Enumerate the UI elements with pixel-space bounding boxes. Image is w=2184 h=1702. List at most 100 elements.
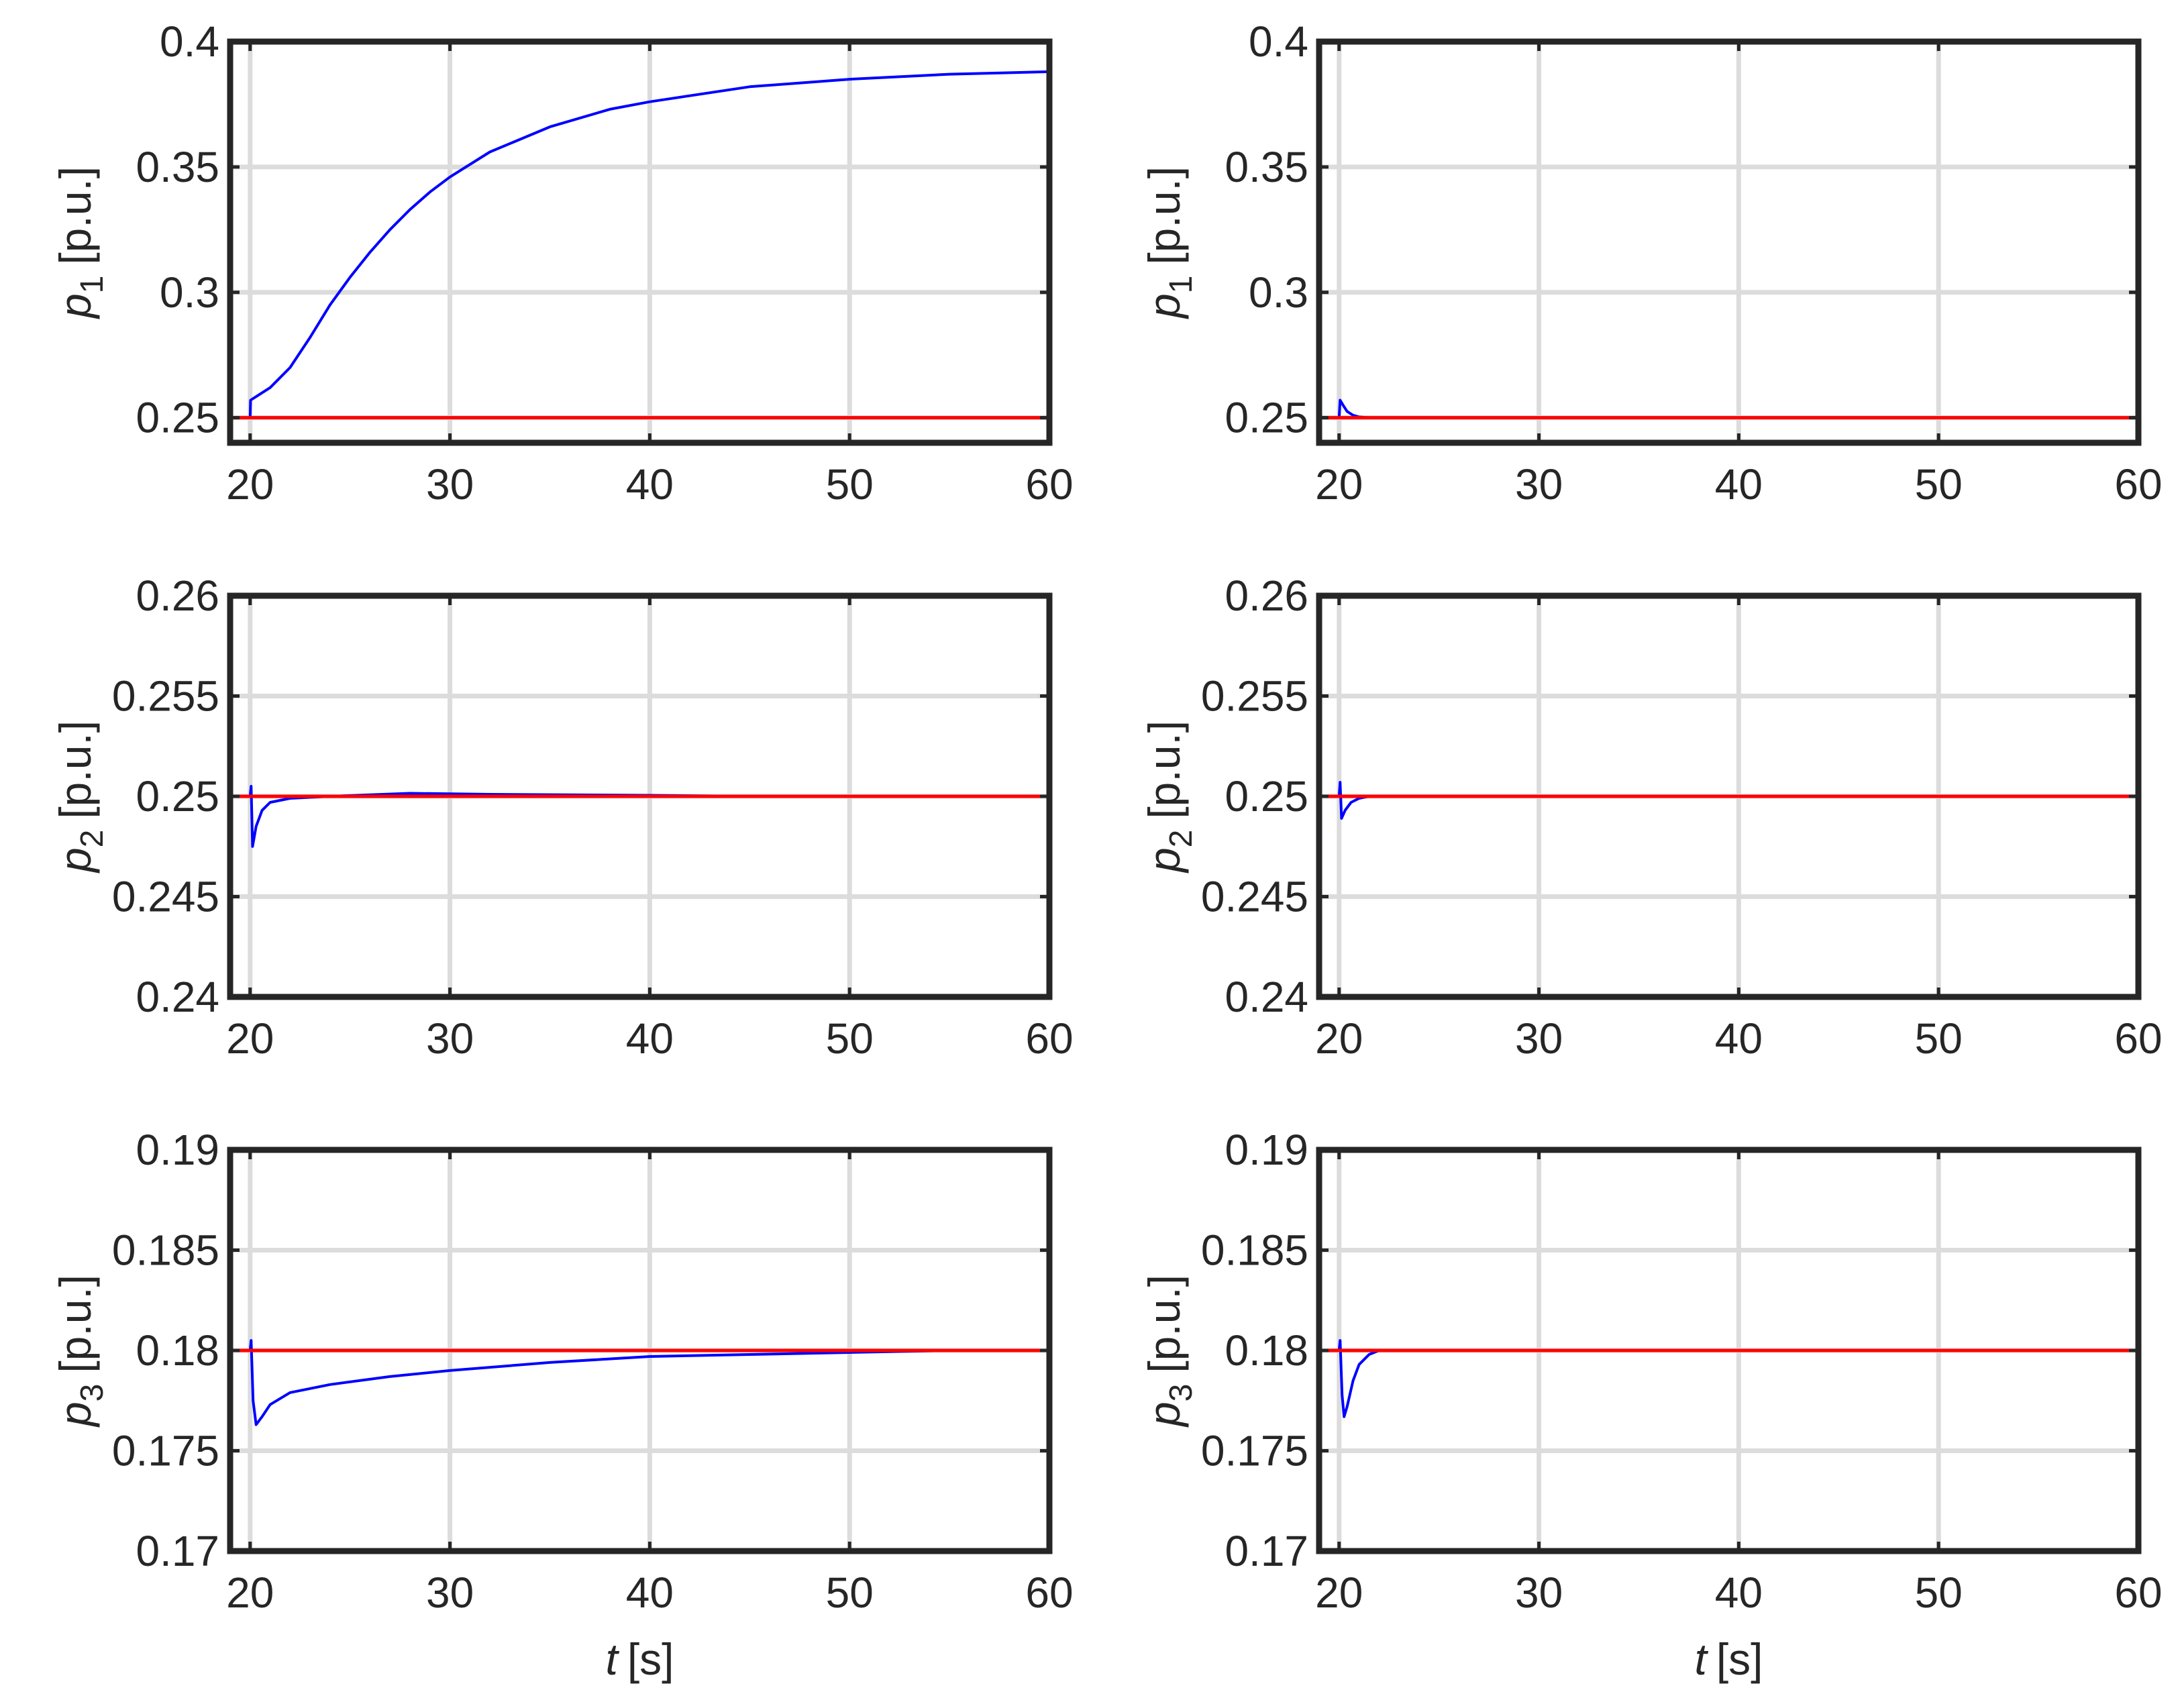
y-axis-label-subscript: 1	[74, 276, 110, 294]
axes-frame	[1316, 1147, 2142, 1554]
y-tick-label: 0.26	[1225, 572, 1308, 620]
y-axis-label-subscript: 3	[1163, 1384, 1199, 1402]
y-tick-label: 0.4	[1249, 17, 1308, 66]
y-axis-label: p3 [p.u.]	[1139, 1275, 1199, 1428]
y-tick-label: 0.175	[1201, 1427, 1308, 1475]
y-axis-label: p1 [p.u.]	[50, 166, 110, 319]
y-axis-label-subscript: 1	[1163, 276, 1199, 294]
axes-frame	[227, 592, 1053, 1000]
x-axis-label: t [s]	[1694, 1634, 1763, 1684]
x-tick-label: 30	[1515, 1568, 1563, 1617]
subplot-2-2: 20 30 40 50 60 0.24 0.245 0.25 0.255 0.26 p2 [p.u.]	[1139, 572, 2163, 1063]
y-tick-label: 0.17	[136, 1527, 219, 1575]
y-tick-label: 0.185	[112, 1226, 219, 1275]
y-axis-label-symbol: p	[1139, 1401, 1189, 1428]
y-axis-label-subscript: 3	[74, 1384, 110, 1402]
x-tick-label: 40	[1715, 460, 1763, 509]
x-tick-label: 60	[2114, 460, 2162, 509]
y-axis-label: p2 [p.u.]	[50, 721, 110, 873]
axes-frame	[1316, 38, 2142, 446]
y-tick-label: 0.18	[1225, 1326, 1308, 1375]
y-tick-label: 0.35	[1225, 143, 1308, 191]
x-axis-label-unit: [s]	[627, 1634, 674, 1684]
y-axis-label: p1 [p.u.]	[1139, 166, 1199, 319]
axes-frame	[1316, 592, 2142, 1000]
y-tick-label: 0.25	[136, 772, 219, 820]
y-tick-label: 0.3	[160, 268, 219, 317]
x-tick-label: 40	[626, 1014, 674, 1063]
x-tick-label: 60	[1025, 1014, 1073, 1063]
x-tick-label: 60	[2114, 1568, 2162, 1617]
y-axis-label-subscript: 2	[1163, 830, 1199, 848]
y-tick-label: 0.185	[1201, 1226, 1308, 1275]
y-tick-label: 0.175	[112, 1427, 219, 1475]
x-axis-label-unit: [s]	[1716, 1634, 1763, 1684]
y-axis-label-subscript: 2	[74, 830, 110, 848]
y-tick-label: 0.19	[1225, 1126, 1308, 1174]
x-tick-label: 50	[1915, 1568, 1963, 1617]
y-tick-label: 0.245	[1201, 873, 1308, 921]
axes-frame	[227, 1147, 1053, 1554]
response-line	[248, 70, 1049, 418]
y-axis-label-symbol: p	[1139, 847, 1189, 873]
y-axis-label-unit: [p.u.]	[1139, 721, 1189, 819]
y-axis-label: p2 [p.u.]	[1139, 721, 1199, 873]
axes-frame	[227, 38, 1053, 446]
subplot-3-2: 20 30 40 50 60 0.17 0.175 0.18 0.185 0.19 p3 [p.u.]…	[1139, 1126, 2163, 1684]
y-tick-label: 0.26	[136, 572, 219, 620]
x-tick-label: 20	[226, 1014, 274, 1063]
y-axis-label-symbol: p	[50, 1401, 100, 1428]
x-tick-label: 40	[1715, 1568, 1763, 1617]
y-tick-label: 0.25	[1225, 394, 1308, 442]
y-tick-label: 0.19	[136, 1126, 219, 1174]
y-axis-label-unit: [p.u.]	[50, 166, 100, 265]
x-tick-label: 20	[226, 1568, 274, 1617]
subplot-3-1: 20 30 40 50 60 0.17 0.175 0.18 0.185 0.19 p3 [p.u.]…	[50, 1126, 1074, 1684]
y-tick-label: 0.4	[160, 17, 219, 66]
y-tick-label: 0.25	[136, 394, 219, 442]
x-tick-label: 30	[426, 1568, 474, 1617]
x-axis-label-symbol: t	[1694, 1634, 1708, 1684]
x-tick-label: 50	[1915, 1014, 1963, 1063]
x-tick-label: 60	[1025, 460, 1073, 509]
x-tick-label: 30	[426, 1014, 474, 1063]
x-tick-label: 50	[826, 1568, 874, 1617]
y-tick-label: 0.17	[1225, 1527, 1308, 1575]
y-tick-label: 0.25	[1225, 772, 1308, 820]
x-axis-label: t [s]	[605, 1634, 674, 1684]
subplot-2-1: 20 30 40 50 60 0.24 0.245 0.25 0.255 0.26 p2 [p.u.]	[50, 572, 1074, 1063]
x-tick-label: 40	[626, 460, 674, 509]
subplot-1-2: 20 30 40 50 60 0.25 0.3 0.35 0.4 p1 [p.u.]	[1139, 17, 2163, 509]
x-tick-label: 50	[826, 1014, 874, 1063]
y-axis-label-symbol: p	[50, 293, 100, 319]
y-tick-label: 0.255	[112, 672, 219, 721]
x-tick-label: 30	[1515, 1014, 1563, 1063]
y-tick-label: 0.245	[112, 873, 219, 921]
x-tick-label: 60	[1025, 1568, 1073, 1617]
y-tick-label: 0.24	[136, 973, 219, 1021]
y-axis-label-unit: [p.u.]	[50, 721, 100, 819]
x-tick-label: 50	[1915, 460, 1963, 509]
y-tick-label: 0.18	[136, 1326, 219, 1375]
y-axis-label-unit: [p.u.]	[1139, 1275, 1189, 1373]
y-axis-label-unit: [p.u.]	[1139, 166, 1189, 265]
x-axis-label-symbol: t	[605, 1634, 619, 1684]
x-tick-label: 20	[226, 460, 274, 509]
y-axis-label: p3 [p.u.]	[50, 1275, 110, 1428]
x-tick-label: 20	[1315, 1014, 1363, 1063]
x-tick-label: 20	[1315, 1568, 1363, 1617]
y-tick-label: 0.255	[1201, 672, 1308, 721]
x-tick-label: 50	[826, 460, 874, 509]
x-tick-label: 30	[426, 460, 474, 509]
y-axis-label-symbol: p	[1139, 293, 1189, 319]
response-line	[248, 1339, 1049, 1426]
x-tick-label: 30	[1515, 460, 1563, 509]
x-tick-label: 20	[1315, 460, 1363, 509]
y-tick-label: 0.24	[1225, 973, 1308, 1021]
y-axis-label-symbol: p	[50, 847, 100, 873]
x-tick-label: 60	[2114, 1014, 2162, 1063]
x-tick-label: 40	[1715, 1014, 1763, 1063]
subplot-1-1: 20 30 40 50 60 0.25 0.3 0.35 0.4 p1 [p.u.]	[50, 17, 1074, 509]
y-tick-label: 0.35	[136, 143, 219, 191]
